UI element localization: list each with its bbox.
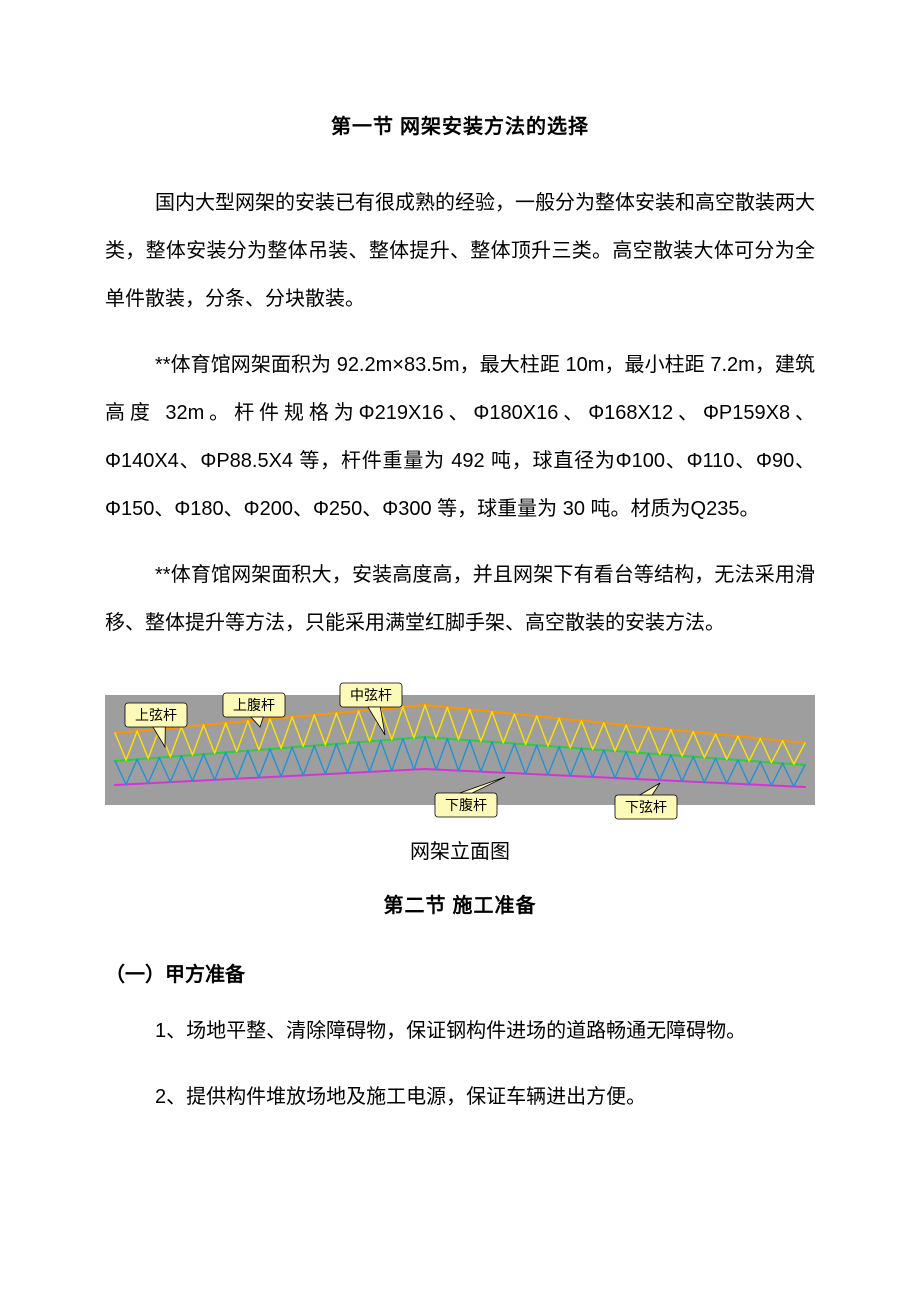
section-1-para-1: 国内大型网架的安装已有很成熟的经验，一般分为整体安装和高空散装两大类，整体安装分…	[105, 179, 815, 323]
section-2-heading: 第二节 施工准备	[105, 889, 815, 918]
svg-text:上腹杆: 上腹杆	[233, 697, 275, 714]
section-2-item-2: 2、提供构件堆放场地及施工电源，保证车辆进出方便。	[105, 1073, 815, 1121]
section-2-sub-1-heading: （一）甲方准备	[105, 958, 815, 987]
document-page: 第一节 网架安装方法的选择 国内大型网架的安装已有很成熟的经验，一般分为整体安装…	[0, 0, 920, 1199]
svg-text:中弦杆: 中弦杆	[350, 688, 392, 704]
truss-elevation-diagram: 上弦杆 上腹杆 中弦杆下腹杆 下弦杆	[105, 665, 815, 825]
section-1-para-3: **体育馆网架面积大，安装高度高，并且网架下有看台等结构，无法采用滑移、整体提升…	[105, 551, 815, 647]
section-1-heading: 第一节 网架安装方法的选择	[105, 110, 815, 139]
figure-caption: 网架立面图	[105, 835, 815, 864]
svg-text:下腹杆: 下腹杆	[445, 797, 487, 814]
section-1-para-2: **体育馆网架面积为 92.2m×83.5m，最大柱距 10m，最小柱距 7.2…	[105, 341, 815, 533]
svg-text:下弦杆: 下弦杆	[625, 800, 667, 816]
svg-text:上弦杆: 上弦杆	[135, 708, 177, 724]
section-2-item-1: 1、场地平整、清除障碍物，保证钢构件进场的道路畅通无障碍物。	[105, 1007, 815, 1055]
truss-figure: 上弦杆 上腹杆 中弦杆下腹杆 下弦杆	[105, 665, 815, 825]
